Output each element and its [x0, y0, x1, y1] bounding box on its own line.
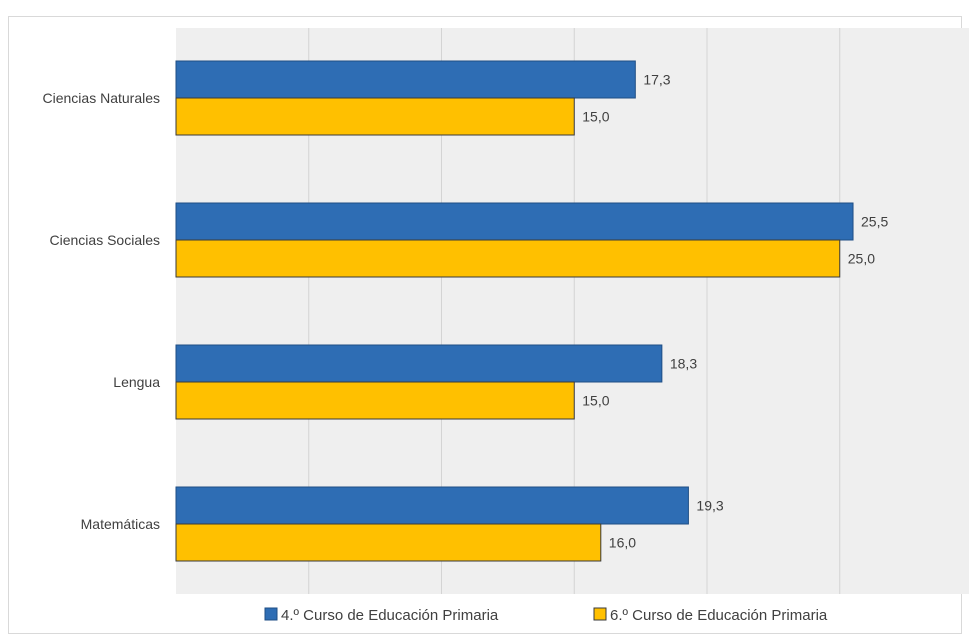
- bar-6-curso: [175, 381, 575, 420]
- legend: 4.º Curso de Educación Primaria 6.º Curso…: [264, 607, 828, 624]
- legend-label: 6.º Curso de Educación Primaria: [610, 607, 828, 624]
- category-label: Matemáticas: [81, 516, 160, 532]
- bar-6-curso: [175, 97, 575, 136]
- data-label: 17,3: [643, 72, 670, 88]
- bars: [175, 60, 854, 562]
- data-label: 15,0: [582, 109, 609, 125]
- bar-4-curso: [175, 202, 854, 241]
- bar-4-curso: [175, 486, 689, 525]
- legend-label: 4.º Curso de Educación Primaria: [281, 607, 499, 624]
- bar-4-curso: [175, 344, 663, 383]
- category-label: Lengua: [113, 374, 160, 390]
- bar-6-curso: [175, 239, 841, 278]
- category-labels: Ciencias Naturales Ciencias Sociales Lengu…: [43, 90, 161, 532]
- data-label: 25,5: [861, 214, 888, 230]
- bar-6-curso: [175, 523, 602, 562]
- legend-swatch: [593, 607, 607, 621]
- data-label: 16,0: [609, 535, 636, 551]
- value-labels: 17,3 15,0 25,5 25,0 18,3 15,0 19,3 16,0: [582, 72, 888, 551]
- bar-4-curso: [175, 60, 636, 99]
- legend-swatch: [264, 607, 278, 621]
- data-label: 18,3: [670, 356, 697, 372]
- data-label: 25,0: [848, 251, 875, 267]
- data-label: 15,0: [582, 393, 609, 409]
- category-label: Ciencias Naturales: [43, 90, 161, 106]
- data-label: 19,3: [696, 498, 723, 514]
- category-label: Ciencias Sociales: [50, 232, 161, 248]
